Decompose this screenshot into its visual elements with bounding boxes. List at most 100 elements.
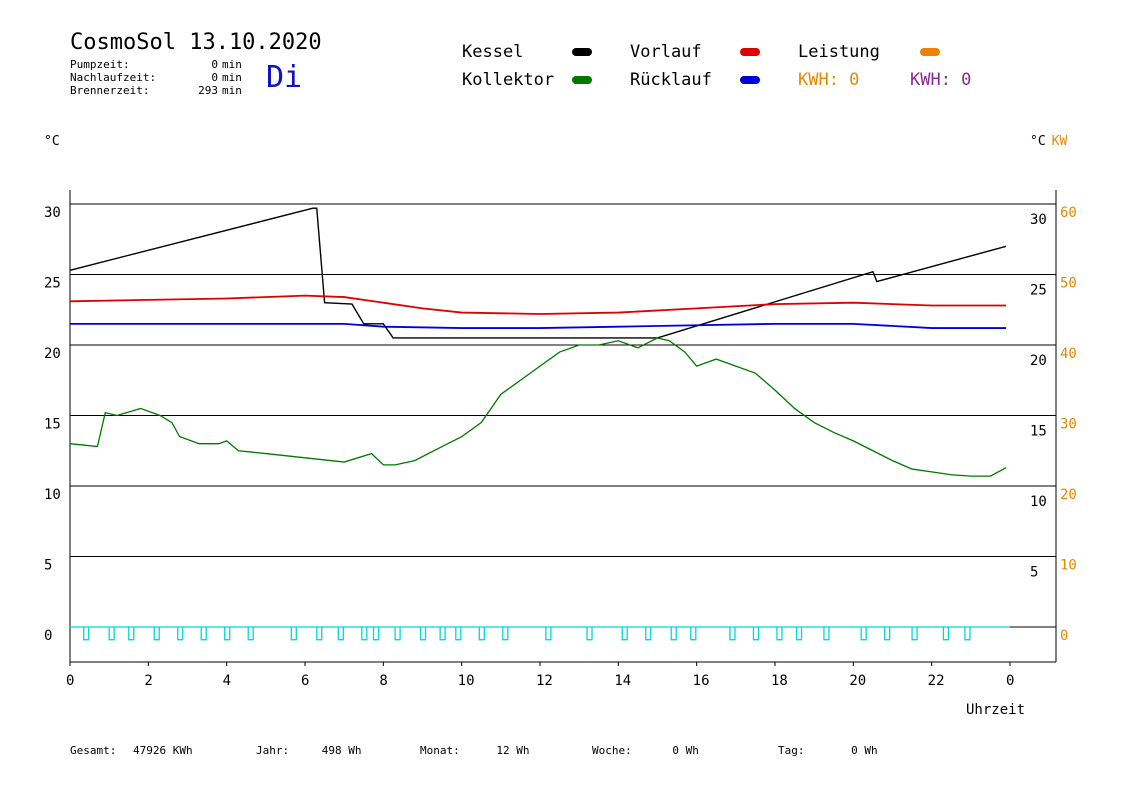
x-tick-label: 2 [144,673,152,689]
footer-label: Monat: [420,744,460,757]
series-line-vorlauf [69,294,1007,315]
footer-woche: Woche: 0 Wh [592,744,699,757]
info-value: 0 [211,58,218,71]
pump-pulse [645,627,652,641]
y-axis-unit-right-celsius: °C [1030,134,1046,149]
series-line-ruecklauf [70,322,1007,329]
pump-pulse [884,627,891,641]
info-row-nachlaufzeit: Nachlaufzeit: 0 min [70,71,242,84]
pump-pulse [83,627,90,641]
y-axis-unit-right: °C KW [1030,134,1067,149]
pump-pulse [455,627,462,641]
y-tick-kw-label: 20 [1060,487,1077,503]
legend-label: Kollektor [462,70,555,90]
legend-leistung: Leistung [798,42,940,62]
y-tick-right-label: 10 [1030,494,1047,510]
footer-label: Jahr: [256,744,290,757]
footer-label: Woche: [592,744,632,757]
y-tick-kw-label: 30 [1060,417,1077,433]
x-tick-label: 0 [66,673,74,689]
pump-pulse [153,627,160,641]
legend-swatch-leistung [920,48,940,56]
info-label: Pumpzeit: [70,58,130,71]
legend-label: Vorlauf [630,42,702,62]
pump-pulse [911,627,918,641]
info-row-brennerzeit: Brennerzeit: 293 min [70,84,242,97]
footer-tag: Tag: 0 Wh [778,744,878,757]
pump-pulse [795,627,803,641]
info-label: Nachlaufzeit: [70,71,157,84]
pump-pulse [200,627,207,641]
x-tick-label: 14 [614,673,631,689]
x-tick-label: 22 [928,673,945,689]
pump-pulse [670,627,677,641]
legend-label: Leistung [798,42,880,62]
footer-value: 47926 KWh [132,744,193,757]
x-tick-label: 18 [771,673,788,689]
legend-kessel: Kessel [462,42,592,62]
footer-gesamt: Gesamt: 47926 KWh [70,744,193,757]
footer-value: 0 Wh [851,744,878,757]
y-tick-left-label: 20 [44,346,61,362]
footer-value: 0 Wh [672,744,699,757]
series-line-kessel [69,207,1007,339]
y-tick-kw-label: 50 [1060,276,1077,292]
info-unit: min [222,84,242,97]
legend-label: Rücklauf [630,70,712,90]
footer-label: Gesamt: [70,744,117,757]
y-tick-left-label: 15 [44,417,61,433]
kwh-value-1: KWH: 0 [798,70,860,90]
y-tick-right-label: 5 [1030,565,1038,581]
x-tick-label: 6 [301,673,309,689]
x-tick-label: 12 [536,673,553,689]
series-line-kollektor [69,337,1007,477]
y-tick-right-label: 15 [1030,424,1047,440]
y-tick-kw-label: 0 [1060,628,1068,644]
page-title: CosmoSol 13.10.2020 [70,30,322,55]
y-tick-left-label: 0 [44,628,52,644]
info-row-pumpzeit: Pumpzeit: 0 min [70,58,242,71]
y-tick-right-label: 30 [1030,212,1047,228]
pump-pulse [108,627,115,641]
pump-pulse [247,627,254,641]
footer-value: 12 Wh [496,744,530,757]
pump-pulse [224,627,231,641]
pump-pulse [128,627,135,641]
pump-pulse [177,627,184,641]
footer-label: Tag: [778,744,805,757]
pump-pulse [316,627,323,641]
y-tick-left-label: 10 [44,487,61,503]
chart-grid [69,190,1057,663]
pump-pulse [964,627,971,641]
y-tick-left-label: 25 [44,276,61,292]
legend-swatch-vorlauf [740,48,760,56]
info-value: 293 [198,84,218,97]
y-tick-right-label: 25 [1030,283,1047,299]
pump-pulse [776,627,783,641]
pump-pulse [372,627,380,641]
y-tick-right-label: 20 [1030,353,1047,369]
chart-series [69,207,1010,641]
pump-pulse [337,627,344,641]
pump-pulse [752,627,760,641]
y-tick-kw-label: 40 [1060,346,1077,362]
info-unit: min [222,58,242,71]
info-label: Brennerzeit: [70,84,150,97]
x-tick-label: 4 [223,673,231,689]
legend-vorlauf: Vorlauf [630,42,760,62]
pump-pulse [586,627,593,641]
legend-swatch-ruecklauf [740,76,760,84]
y-axis-unit-left: °C [44,134,60,149]
legend-swatch-kollektor [572,76,592,84]
y-tick-kw-label: 10 [1060,558,1077,574]
y-tick-left-label: 5 [44,558,52,574]
pump-pulse [290,627,297,641]
x-tick-label: 20 [849,673,866,689]
legend-swatch-kessel [572,48,592,56]
footer-jahr: Jahr: 498 Wh [256,744,362,757]
x-tick-label: 10 [458,673,475,689]
pump-pulse [361,627,368,641]
pump-pulse [419,627,427,641]
footer-monat: Monat: 12 Wh [420,744,530,757]
